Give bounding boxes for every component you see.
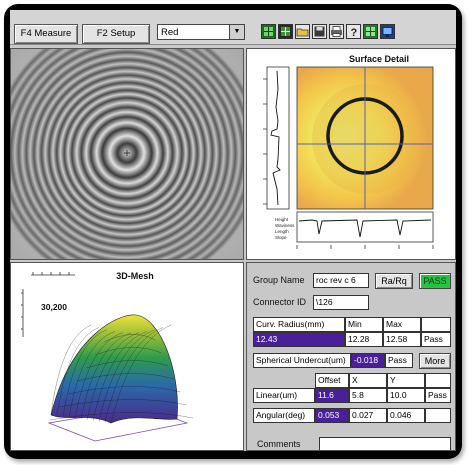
svg-text:Length: Length [275, 229, 289, 234]
mesh-scale-value: 30,200 [41, 302, 67, 312]
angular-x-value: 0.027 [349, 408, 387, 423]
color-select[interactable]: Red ▼ [157, 24, 245, 40]
linear-header-row: Offset X Y [253, 373, 451, 388]
svg-text:Waviness: Waviness [275, 223, 295, 228]
linear-offset-value: 11.6 [315, 388, 349, 403]
grid-light-icon[interactable] [363, 24, 378, 39]
connector-id-label: Connector ID [253, 297, 306, 307]
curv-min-label: Min [345, 317, 383, 332]
spherical-undercut-label: Spherical Undercut(um) [253, 353, 351, 368]
linear-y-value: 10.0 [387, 388, 425, 403]
grid-dark-icon[interactable] [278, 24, 293, 39]
measurement-data-panel: Group Name roc rev c 6 Ra/Rq PASS Connec… [246, 262, 456, 451]
interference-fringe-view[interactable] [10, 48, 244, 260]
linear-value-row: Linear(um) 11.6 5.8 10.0 Pass [253, 388, 451, 403]
save-disk-icon[interactable] [312, 24, 327, 39]
pass-status-badge: PASS [419, 273, 451, 289]
spherical-result: Pass [385, 353, 413, 368]
curv-radius-value: 12.43 [253, 332, 345, 347]
angular-label: Angular(deg) [253, 408, 315, 423]
linear-x-value: 5.8 [349, 388, 387, 403]
grid-green-icon[interactable] [261, 24, 276, 39]
comments-label: Comments [257, 439, 301, 449]
angular-result-blank [425, 408, 451, 423]
measure-button[interactable]: F4 Measure [14, 24, 78, 44]
y-label: Y [387, 373, 425, 388]
connector-id-field[interactable]: \126 [313, 295, 369, 310]
ra-rq-button[interactable]: Ra/Rq [375, 273, 413, 289]
curv-header-blank [421, 317, 451, 332]
angular-row: Angular(deg) 0.053 0.027 0.046 [253, 408, 451, 423]
spherical-undercut-value: -0.018 [351, 353, 385, 368]
color-select-value: Red [161, 27, 178, 38]
svg-text:Height: Height [275, 217, 289, 222]
curv-min-value: 12.28 [345, 332, 383, 347]
print-icon[interactable] [329, 24, 344, 39]
app-window: F4 Measure F2 Setup Red ▼ ? [10, 10, 456, 451]
help-icon[interactable]: ? [346, 24, 361, 39]
offset-label: Offset [315, 373, 349, 388]
curv-max-label: Max [383, 317, 421, 332]
mesh-title: 3D-Mesh [116, 271, 154, 281]
surface-detail-title: Surface Detail [349, 54, 409, 64]
linear-label: Linear(um) [253, 388, 315, 403]
curv-max-value: 12.58 [383, 332, 421, 347]
group-name-label: Group Name [253, 275, 305, 285]
monitor-icon[interactable] [380, 24, 395, 39]
comments-field[interactable] [319, 437, 451, 451]
mesh-3d-panel[interactable]: 3D-Mesh 30,200 [10, 262, 244, 451]
linear-header-blank [253, 373, 315, 388]
x-label: X [349, 373, 387, 388]
more-button[interactable]: More [419, 353, 451, 369]
curv-radius-value-row: 12.43 12.28 12.58 Pass [253, 332, 451, 347]
surface-detail-panel: Surface Detail Height Waviness Length Sl… [246, 48, 456, 260]
svg-text:?: ? [351, 27, 358, 38]
chevron-down-icon[interactable]: ▼ [229, 25, 244, 39]
angular-y-value: 0.046 [387, 408, 425, 423]
setup-button[interactable]: F2 Setup [82, 24, 150, 44]
svg-text:Slope: Slope [275, 235, 287, 240]
linear-header-result-blank [425, 373, 451, 388]
linear-result: Pass [425, 388, 451, 403]
toolbar: F4 Measure F2 Setup Red ▼ ? [10, 10, 456, 45]
curv-result: Pass [421, 332, 451, 347]
group-name-field[interactable]: roc rev c 6 [313, 273, 369, 288]
curv-radius-label: Curv. Radius(mm) [253, 317, 345, 332]
window-frame: F4 Measure F2 Setup Red ▼ ? [4, 4, 462, 459]
folder-open-icon[interactable] [295, 24, 310, 39]
angular-offset-value: 0.053 [315, 408, 349, 423]
curv-radius-header-row: Curv. Radius(mm) Min Max [253, 317, 451, 332]
